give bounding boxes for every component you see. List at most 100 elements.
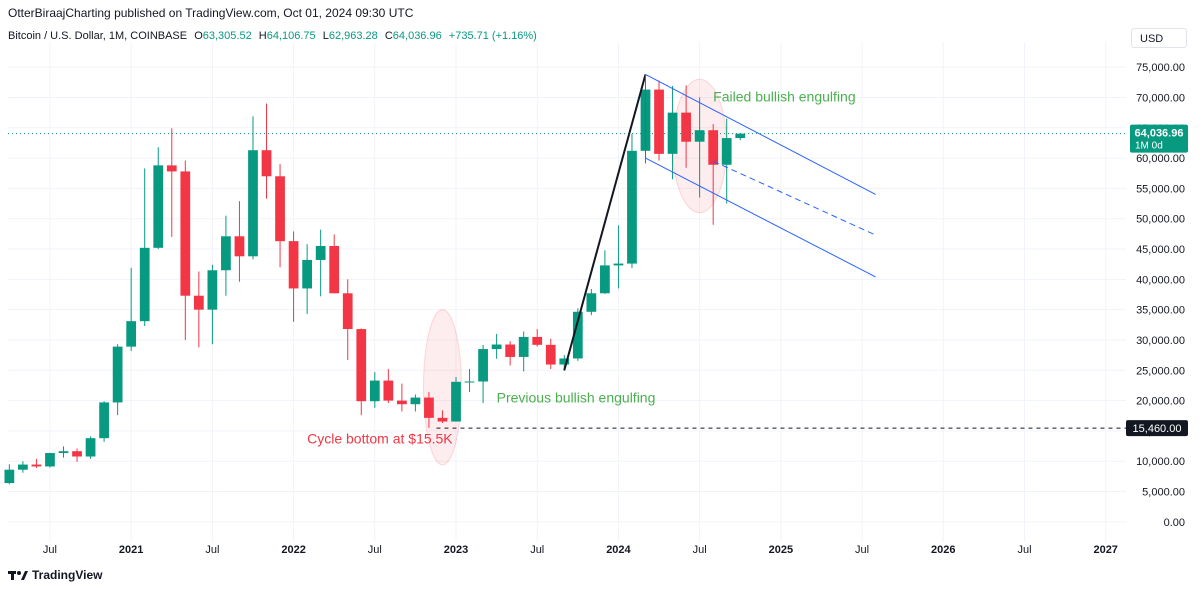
candle bbox=[586, 289, 597, 316]
candle bbox=[261, 103, 272, 199]
last-price-sublabel: 1M 0d bbox=[1135, 141, 1163, 152]
candle-body bbox=[667, 112, 678, 154]
last-price-label: 64,036.96 bbox=[1135, 128, 1184, 140]
candle-body bbox=[112, 346, 123, 403]
candle bbox=[545, 338, 556, 370]
candle bbox=[721, 118, 732, 204]
candle-body bbox=[735, 133, 746, 139]
x-tick-label: Jul bbox=[530, 544, 544, 556]
publisher-line: OtterBiraajCharting published on Trading… bbox=[8, 6, 413, 20]
close-value: 64,036.96 bbox=[392, 30, 442, 42]
candle-body bbox=[491, 344, 502, 350]
candle bbox=[58, 446, 69, 458]
y-tick-label: 55,000.00 bbox=[1136, 183, 1185, 195]
candle-body bbox=[58, 451, 69, 454]
y-tick-label: 20,000.00 bbox=[1136, 396, 1185, 408]
candle-body bbox=[369, 380, 380, 402]
candle bbox=[112, 344, 123, 416]
candle bbox=[329, 234, 340, 294]
candle bbox=[221, 215, 231, 296]
candle-body bbox=[126, 321, 137, 347]
candle-body bbox=[356, 329, 367, 402]
candle-body bbox=[383, 380, 394, 401]
grid-lines bbox=[8, 42, 1126, 542]
candle bbox=[667, 85, 678, 180]
y-tick-label: 25,000.00 bbox=[1136, 365, 1185, 377]
change-value: +735.71 (+1.16%) bbox=[448, 30, 537, 42]
low-value: 62,963.28 bbox=[328, 30, 378, 42]
candle bbox=[451, 376, 461, 422]
x-tick-label: Jul bbox=[855, 544, 869, 556]
candle-body bbox=[654, 89, 664, 154]
y-tick-label: 5,000.00 bbox=[1142, 487, 1185, 499]
candle-body bbox=[396, 400, 407, 405]
candle-body bbox=[139, 247, 150, 322]
candle-body bbox=[180, 171, 191, 296]
candle bbox=[315, 229, 326, 297]
candle-body bbox=[681, 112, 691, 142]
candle-body bbox=[315, 246, 326, 260]
candle bbox=[735, 133, 746, 141]
candle bbox=[207, 264, 218, 345]
x-tick-label: 2025 bbox=[769, 544, 793, 556]
high-label: H bbox=[258, 30, 267, 42]
candle-body bbox=[559, 358, 570, 365]
candle-body bbox=[4, 469, 15, 484]
candle bbox=[681, 85, 691, 168]
price-chart[interactable]: Failed bullish engulfing Previous bullish… bbox=[0, 0, 1200, 560]
support-badge: 15,460.00 bbox=[1126, 420, 1188, 437]
candle bbox=[369, 372, 380, 408]
candle bbox=[478, 344, 488, 404]
candle-body bbox=[518, 336, 529, 357]
candle bbox=[234, 201, 245, 282]
candle bbox=[166, 128, 177, 237]
close-label: C bbox=[384, 30, 393, 42]
symbol-legend: Bitcoin / U.S. Dollar, 1M, COINBASE O63,… bbox=[8, 30, 537, 42]
x-tick-label: Jul bbox=[205, 544, 219, 556]
candle-body bbox=[85, 438, 96, 457]
candle-body bbox=[410, 397, 421, 405]
footer-brand[interactable]: TradingView bbox=[8, 568, 102, 582]
candle bbox=[505, 341, 516, 366]
candle bbox=[437, 410, 448, 424]
candle-body bbox=[18, 464, 28, 470]
candle-body bbox=[721, 138, 732, 165]
channel-lower-line bbox=[645, 157, 876, 278]
x-tick-label: 2024 bbox=[606, 544, 631, 556]
symbol-title[interactable]: Bitcoin / U.S. Dollar, 1M, COINBASE bbox=[8, 30, 188, 42]
open-value: 63,305.52 bbox=[202, 30, 252, 42]
high-value: 64,106.75 bbox=[266, 30, 316, 42]
last-price-badge-bg bbox=[1130, 124, 1188, 153]
channel-upper-line bbox=[645, 73, 876, 195]
channel-middle-line bbox=[712, 160, 876, 236]
currency-button[interactable]: USD bbox=[1131, 28, 1187, 48]
x-tick-label: Jul bbox=[368, 544, 382, 556]
x-tick-label: 2021 bbox=[119, 544, 143, 556]
candle bbox=[600, 250, 610, 294]
candle bbox=[72, 448, 82, 462]
y-tick-label: 50,000.00 bbox=[1136, 214, 1185, 226]
y-tick-label: 75,000.00 bbox=[1136, 62, 1185, 74]
candle-body bbox=[329, 246, 340, 294]
x-tick-label: 2027 bbox=[1093, 544, 1117, 556]
candle-body bbox=[261, 150, 272, 177]
candle bbox=[396, 383, 407, 412]
open-label: O bbox=[194, 30, 203, 42]
candle bbox=[45, 452, 55, 468]
candle bbox=[275, 164, 285, 268]
candle-body bbox=[248, 150, 258, 257]
candle-body bbox=[586, 293, 597, 312]
candle bbox=[193, 271, 204, 348]
candle bbox=[4, 464, 15, 485]
candle-body bbox=[532, 336, 543, 345]
candle bbox=[572, 308, 583, 361]
support-label: 15,460.00 bbox=[1133, 423, 1182, 435]
candle bbox=[356, 328, 367, 416]
candle-body bbox=[424, 397, 434, 418]
x-tick-label: 2026 bbox=[931, 544, 955, 556]
candle-body bbox=[288, 241, 299, 289]
candle bbox=[383, 369, 394, 404]
author-name[interactable]: OtterBiraajCharting bbox=[8, 6, 111, 20]
tradingview-logo-icon bbox=[8, 571, 28, 580]
